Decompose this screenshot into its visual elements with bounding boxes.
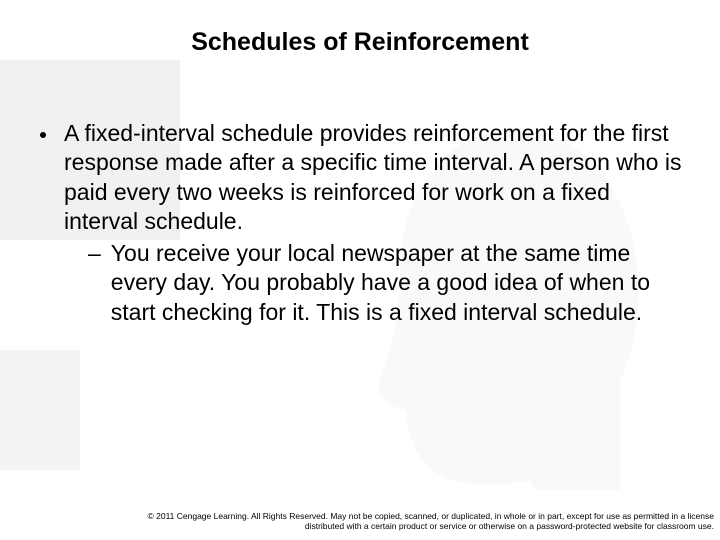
bullet-main-text: A fixed-interval schedule provides reinf… (64, 119, 688, 237)
sub-bullet-item: – You receive your local newspaper at th… (88, 239, 688, 327)
bullet-item: A fixed-interval schedule provides reinf… (40, 119, 688, 327)
footer-line-2: distributed with a certain product or se… (6, 521, 714, 532)
copyright-footer: © 2011 Cengage Learning. All Rights Rese… (0, 511, 720, 532)
dash-marker-icon: – (88, 239, 101, 268)
footer-line-1: © 2011 Cengage Learning. All Rights Rese… (6, 511, 714, 522)
sub-bullet-text: You receive your local newspaper at the … (111, 239, 688, 327)
slide-container: Schedules of Reinforcement A fixed-inter… (0, 0, 720, 540)
slide-title: Schedules of Reinforcement (32, 28, 688, 57)
bullet-content: A fixed-interval schedule provides reinf… (64, 119, 688, 327)
bullet-marker-icon (40, 132, 46, 138)
